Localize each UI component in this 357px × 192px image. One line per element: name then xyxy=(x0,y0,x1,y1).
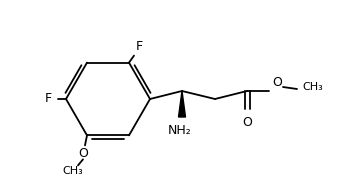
Text: O: O xyxy=(242,117,252,129)
Text: O: O xyxy=(78,147,88,160)
Text: F: F xyxy=(135,40,142,53)
Polygon shape xyxy=(178,91,186,117)
Text: CH₃: CH₃ xyxy=(62,166,84,176)
Text: F: F xyxy=(44,93,51,105)
Text: O: O xyxy=(272,76,282,89)
Text: NH₂: NH₂ xyxy=(168,123,192,137)
Text: CH₃: CH₃ xyxy=(303,82,323,92)
